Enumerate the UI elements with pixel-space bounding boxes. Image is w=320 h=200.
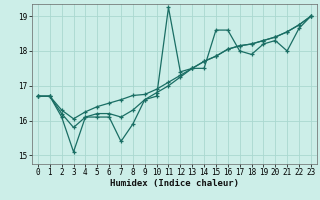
X-axis label: Humidex (Indice chaleur): Humidex (Indice chaleur) — [110, 179, 239, 188]
